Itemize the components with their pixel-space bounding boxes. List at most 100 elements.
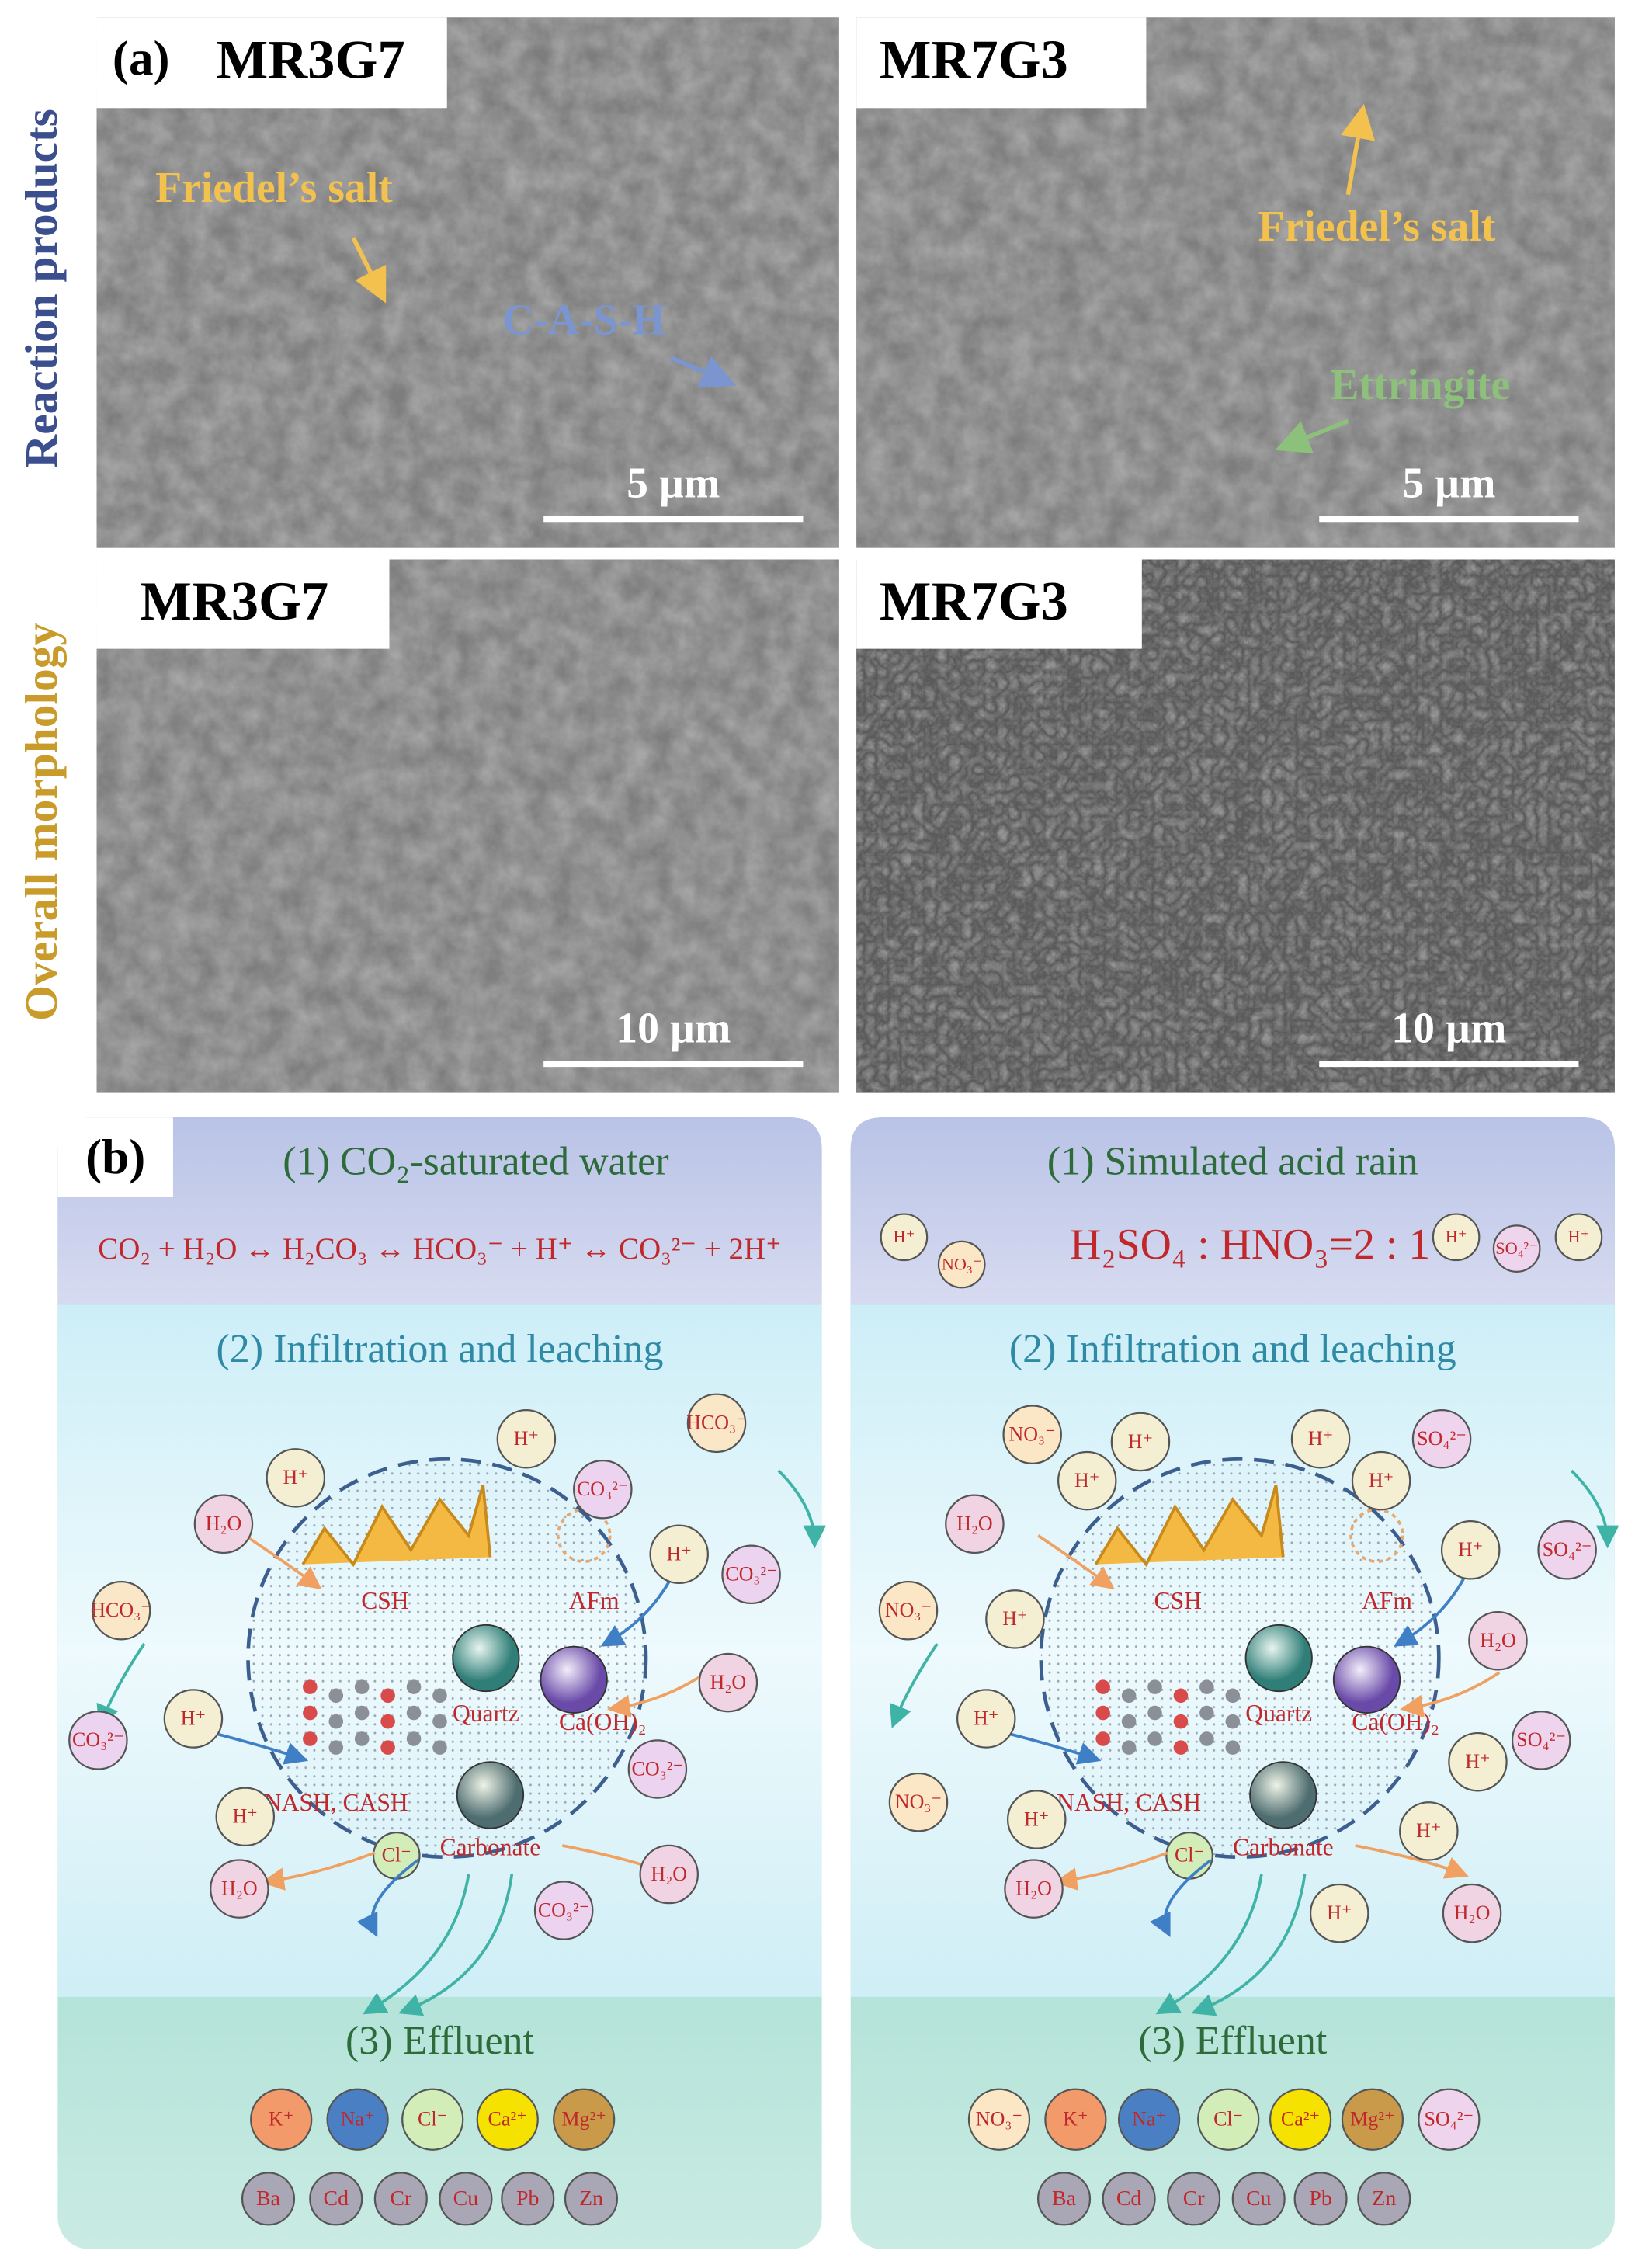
flow-arrow: [363, 1874, 470, 2015]
core-label: Carbonate: [1233, 1834, 1334, 1861]
sample-label: MR7G3: [880, 571, 1068, 632]
ion: SO₄²⁻: [1516, 1728, 1566, 1751]
core-label: Quartz: [1245, 1700, 1312, 1727]
ion: NO₃⁻: [1009, 1423, 1056, 1446]
header-ion: SO₄²⁻: [1495, 1238, 1538, 1258]
panel-label-box: [57, 1117, 173, 1197]
heavy-metal: Cr: [1183, 2186, 1206, 2211]
ion: CO₃²⁻: [725, 1563, 777, 1586]
network-atom: [432, 1688, 447, 1704]
network-atom: [1225, 1714, 1241, 1729]
ion-circle: [193, 1494, 254, 1554]
network-atom: [406, 1679, 422, 1694]
heavy-metal: Cd: [1116, 2186, 1142, 2211]
ion-circle: [1442, 1883, 1502, 1943]
flow-arrow: [398, 1874, 514, 2016]
heavy-metal: Zn: [1372, 2186, 1396, 2211]
network-atom: [1095, 1731, 1110, 1746]
network-atom: [354, 1705, 370, 1721]
ion: H₂O: [1454, 1902, 1491, 1924]
flow-arrow: [1355, 1844, 1469, 1879]
core-label: Ca(OH)₂: [1352, 1708, 1439, 1735]
effluent-ion-circle: [401, 2088, 464, 2151]
ion-circle: [1448, 1731, 1508, 1792]
header-ion: H⁺: [1446, 1227, 1467, 1246]
ion-circle: [533, 1881, 594, 1940]
effluent-ion: NO₃⁻: [976, 2108, 1022, 2131]
scale-bar-label: 10 µm: [616, 1004, 731, 1052]
header-ion-circle: [1432, 1213, 1481, 1262]
sample-label: MR3G7: [217, 30, 405, 91]
step-title: (1) Simulated acid rain: [1047, 1139, 1418, 1183]
effluent-ion: K⁺: [269, 2108, 293, 2131]
ion: H⁺: [974, 1707, 998, 1729]
header-ion-circle: [1492, 1224, 1541, 1273]
ion: H₂O: [651, 1863, 687, 1885]
ion: HCO₃⁻: [686, 1412, 747, 1434]
effluent-ion: Na⁺: [341, 2108, 375, 2131]
heavy-metal-circle: [564, 2172, 618, 2226]
ion-circle: [985, 1589, 1045, 1649]
effluent-ion: Ca²⁺: [1281, 2108, 1320, 2131]
ion-circle: [1057, 1450, 1117, 1511]
ion: H⁺: [1369, 1469, 1394, 1492]
step-title: (1) CO₂-saturated water: [283, 1139, 668, 1183]
network-atom: [1095, 1679, 1110, 1694]
network-atom: [1147, 1705, 1162, 1721]
ion: H⁺: [233, 1805, 258, 1828]
annotation: Friedel’s salt: [1258, 203, 1496, 251]
network-atom: [432, 1740, 447, 1755]
heavy-metal: Cr: [390, 2186, 412, 2211]
ion: SO₄²⁻: [1417, 1427, 1467, 1450]
ion: CO₃²⁻: [632, 1757, 684, 1780]
ion-circle: [649, 1524, 709, 1585]
flow-arrow: [1037, 1534, 1115, 1590]
network-atom: [1173, 1714, 1189, 1729]
caoh-sphere: [1332, 1645, 1401, 1714]
heavy-metal-circle: [439, 2172, 493, 2226]
flow-arrow: [244, 1534, 322, 1590]
ion-circle: [1309, 1883, 1369, 1943]
scheme-bg-header: [850, 1117, 1615, 1305]
ion: H⁺: [1416, 1819, 1441, 1842]
heavy-metal-circle: [1231, 2172, 1286, 2226]
flow-arrow: [889, 1642, 939, 1728]
heavy-metal-circle: [1357, 2172, 1411, 2226]
annotation-arrow: [351, 237, 387, 304]
ion-circle: [1007, 1790, 1067, 1849]
effluent-ion: SO₄²⁻: [1424, 2108, 1474, 2131]
effluent-ion: Ca²⁺: [488, 2108, 527, 2131]
effluent-ion-circle: [250, 2088, 313, 2151]
flow-arrow: [261, 1851, 376, 1891]
annotation-arrow: [669, 355, 737, 388]
network-atom: [328, 1688, 344, 1704]
quartz-sphere: [452, 1624, 520, 1693]
ion: CO₃²⁻: [538, 1898, 590, 1921]
ion-circle: [573, 1459, 633, 1520]
heavy-metal: Ba: [256, 2186, 280, 2211]
csh-chain: [1094, 1485, 1285, 1568]
ion: H₂O: [221, 1877, 258, 1899]
annotation-arrow: [1275, 419, 1349, 453]
ion-circle: [1399, 1801, 1459, 1861]
step-title: (2) Infiltration and leaching: [1009, 1327, 1456, 1371]
heavy-metal: Cd: [324, 2186, 349, 2211]
effluent-ion-circle: [967, 2088, 1031, 2151]
carbonate-sphere: [456, 1761, 525, 1829]
row-label: Overall morphology: [16, 623, 67, 1021]
ion: H⁺: [666, 1543, 691, 1565]
effluent-ion: Na⁺: [1132, 2108, 1166, 2131]
core-label: Quartz: [453, 1700, 519, 1727]
core-ion: Cl⁻: [382, 1844, 411, 1867]
core-label: Carbonate: [440, 1834, 541, 1861]
flow-arrow: [1155, 1874, 1263, 2015]
flow-arrow: [1054, 1851, 1168, 1891]
ion-circle: [1537, 1520, 1597, 1580]
ion-circle: [266, 1448, 326, 1508]
header-ion-circle: [1554, 1213, 1603, 1262]
core-ion: Cl⁻: [1175, 1844, 1204, 1867]
annotation: Ettringite: [1330, 361, 1510, 409]
caoh-sphere: [540, 1645, 608, 1714]
header-ion: NO₃⁻: [942, 1255, 982, 1274]
